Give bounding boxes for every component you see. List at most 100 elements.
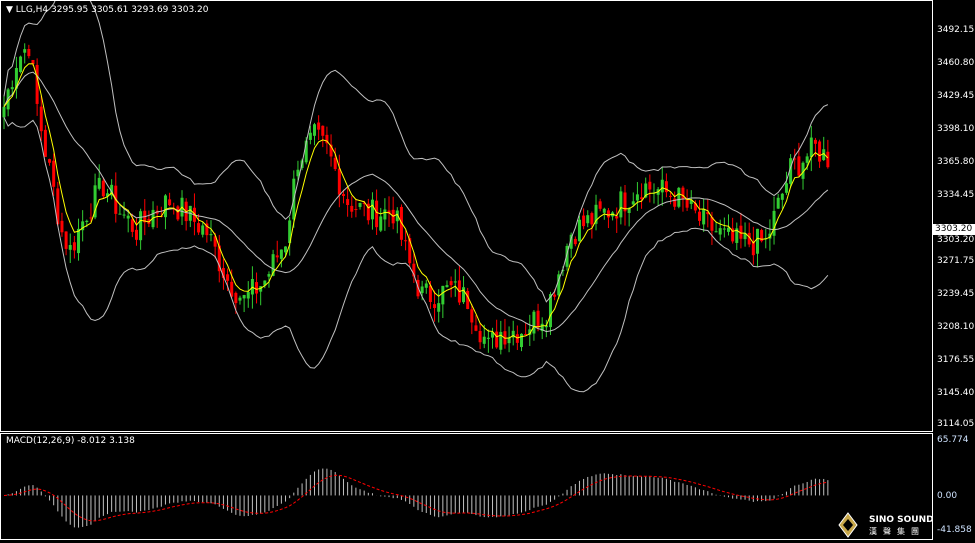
candle-body <box>660 179 664 193</box>
price-tick: 3398.10 <box>937 124 975 134</box>
current-price-tag: 3303.20 <box>932 224 975 235</box>
candle-body <box>130 219 134 232</box>
candle-body <box>2 106 6 118</box>
candle-body <box>594 204 598 224</box>
candle-body <box>296 169 300 177</box>
candle-body <box>702 208 706 225</box>
candle-body <box>122 214 126 216</box>
candle-body <box>134 229 138 240</box>
candle-body <box>284 246 288 253</box>
candle-body <box>520 333 523 348</box>
candle-body <box>565 245 569 267</box>
candle-body <box>540 323 544 332</box>
candle-body <box>615 216 619 219</box>
macd-tick: 65.774 <box>937 435 969 445</box>
macd-border <box>0 433 933 540</box>
candle-body <box>197 223 201 233</box>
candle-body <box>93 185 97 218</box>
candle-body <box>101 180 105 197</box>
candle-body <box>350 205 354 212</box>
candle-body <box>573 238 577 245</box>
price-tick: 3303.20 <box>937 235 975 245</box>
candle-body <box>85 220 89 223</box>
candle-body <box>635 194 639 201</box>
candle-body <box>97 177 101 189</box>
candle-body <box>648 181 652 190</box>
candle-body <box>221 267 225 279</box>
candle-body <box>631 201 635 205</box>
candle-body <box>313 124 316 136</box>
candle-body <box>528 329 532 335</box>
candle-body <box>760 230 764 242</box>
candle-body <box>48 159 52 163</box>
candle-body <box>441 285 445 305</box>
candle-body <box>420 286 424 294</box>
price-chart <box>2 0 830 393</box>
candle-body <box>358 202 362 207</box>
candle-body <box>495 331 499 348</box>
candle-body <box>784 183 788 193</box>
candle-body <box>246 292 250 299</box>
macd-panel <box>3 468 829 528</box>
candle-body <box>462 287 466 303</box>
candle-body <box>279 249 283 259</box>
candle-body <box>370 199 374 220</box>
candle-body <box>23 49 27 53</box>
candle-body <box>43 129 47 157</box>
symbol-label: LLG,H4 <box>15 5 49 15</box>
candle-body <box>569 234 573 249</box>
candle-body <box>375 200 379 228</box>
candle-body <box>813 139 817 144</box>
candle-body <box>619 191 623 218</box>
candle-body <box>19 56 23 72</box>
price-tick: 3334.45 <box>937 190 975 200</box>
candle-body <box>482 336 486 344</box>
price-tick: 3176.55 <box>937 355 975 365</box>
candle-body <box>288 220 292 243</box>
candle-body <box>275 255 279 258</box>
price-tick: 3271.75 <box>937 256 975 266</box>
candle-body <box>644 183 648 198</box>
macd-tick: 0.00 <box>937 491 958 501</box>
candle-body <box>751 241 755 256</box>
candle-body <box>536 310 540 328</box>
price-tick: 3239.45 <box>937 289 975 299</box>
candle-body <box>333 157 337 170</box>
candle-body <box>491 332 495 338</box>
candle-body <box>809 137 813 158</box>
candle-body <box>623 192 627 212</box>
candle-body <box>801 162 805 179</box>
candle-body <box>793 158 797 160</box>
candle-body <box>640 197 644 199</box>
candle-body <box>60 220 64 233</box>
candle-body <box>35 64 39 104</box>
collapse-triangle-icon[interactable]: ▼ <box>6 5 13 15</box>
bollinger-middle <box>3 71 829 333</box>
candle-body <box>743 233 747 240</box>
candle-body <box>449 281 453 286</box>
candle-body <box>201 225 205 235</box>
candle-body <box>706 211 710 215</box>
candle-body <box>727 227 730 232</box>
candle-body <box>242 295 246 299</box>
candle-body <box>72 242 76 251</box>
candle-body <box>428 285 432 302</box>
candle-body <box>362 202 366 204</box>
candle-body <box>404 240 408 242</box>
candle-body <box>106 193 109 197</box>
candle-body <box>797 156 801 176</box>
candle-body <box>168 199 172 206</box>
candle-body <box>524 333 528 335</box>
candle-body <box>627 208 631 213</box>
candle-body <box>325 134 329 144</box>
candle-body <box>379 216 383 231</box>
candle-body <box>163 195 167 218</box>
candle-body <box>209 234 213 236</box>
candle-body <box>176 206 180 220</box>
candle-body <box>478 330 482 343</box>
candle-body <box>329 144 333 157</box>
candle-body <box>304 140 308 163</box>
chart-header: ▼ LLG,H4 3295.95 3305.61 3293.69 3303.20 <box>6 5 208 16</box>
candle-body <box>110 184 114 196</box>
